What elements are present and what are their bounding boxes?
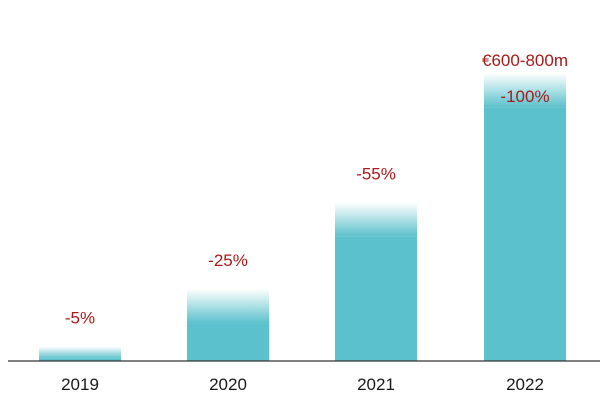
bar-fade-2022: [484, 73, 566, 108]
bar-2020: [187, 323, 269, 361]
bar-2022: [484, 107, 566, 361]
data-label-2020: -25%: [208, 251, 248, 270]
x-tick-2022: 2022: [506, 375, 544, 394]
data-label-2022: -100%: [500, 87, 549, 106]
bar-fade-2019: [39, 346, 121, 359]
bar-fade-2021: [335, 202, 417, 237]
top-annotation: €600-800m: [482, 51, 568, 70]
data-label-2021: -55%: [356, 165, 396, 184]
x-tick-labels-group: 2019 2020 2021 2022: [61, 375, 544, 394]
bar-2019: [39, 358, 121, 361]
data-labels-group: -5% -25% -55% -100%: [65, 87, 550, 327]
bar-fade-2020: [187, 289, 269, 324]
bars-group: [39, 73, 566, 361]
x-tick-2021: 2021: [357, 375, 395, 394]
x-tick-2020: 2020: [209, 375, 247, 394]
x-tick-2019: 2019: [61, 375, 99, 394]
bar-2021: [335, 236, 417, 361]
data-label-2019: -5%: [65, 309, 95, 328]
